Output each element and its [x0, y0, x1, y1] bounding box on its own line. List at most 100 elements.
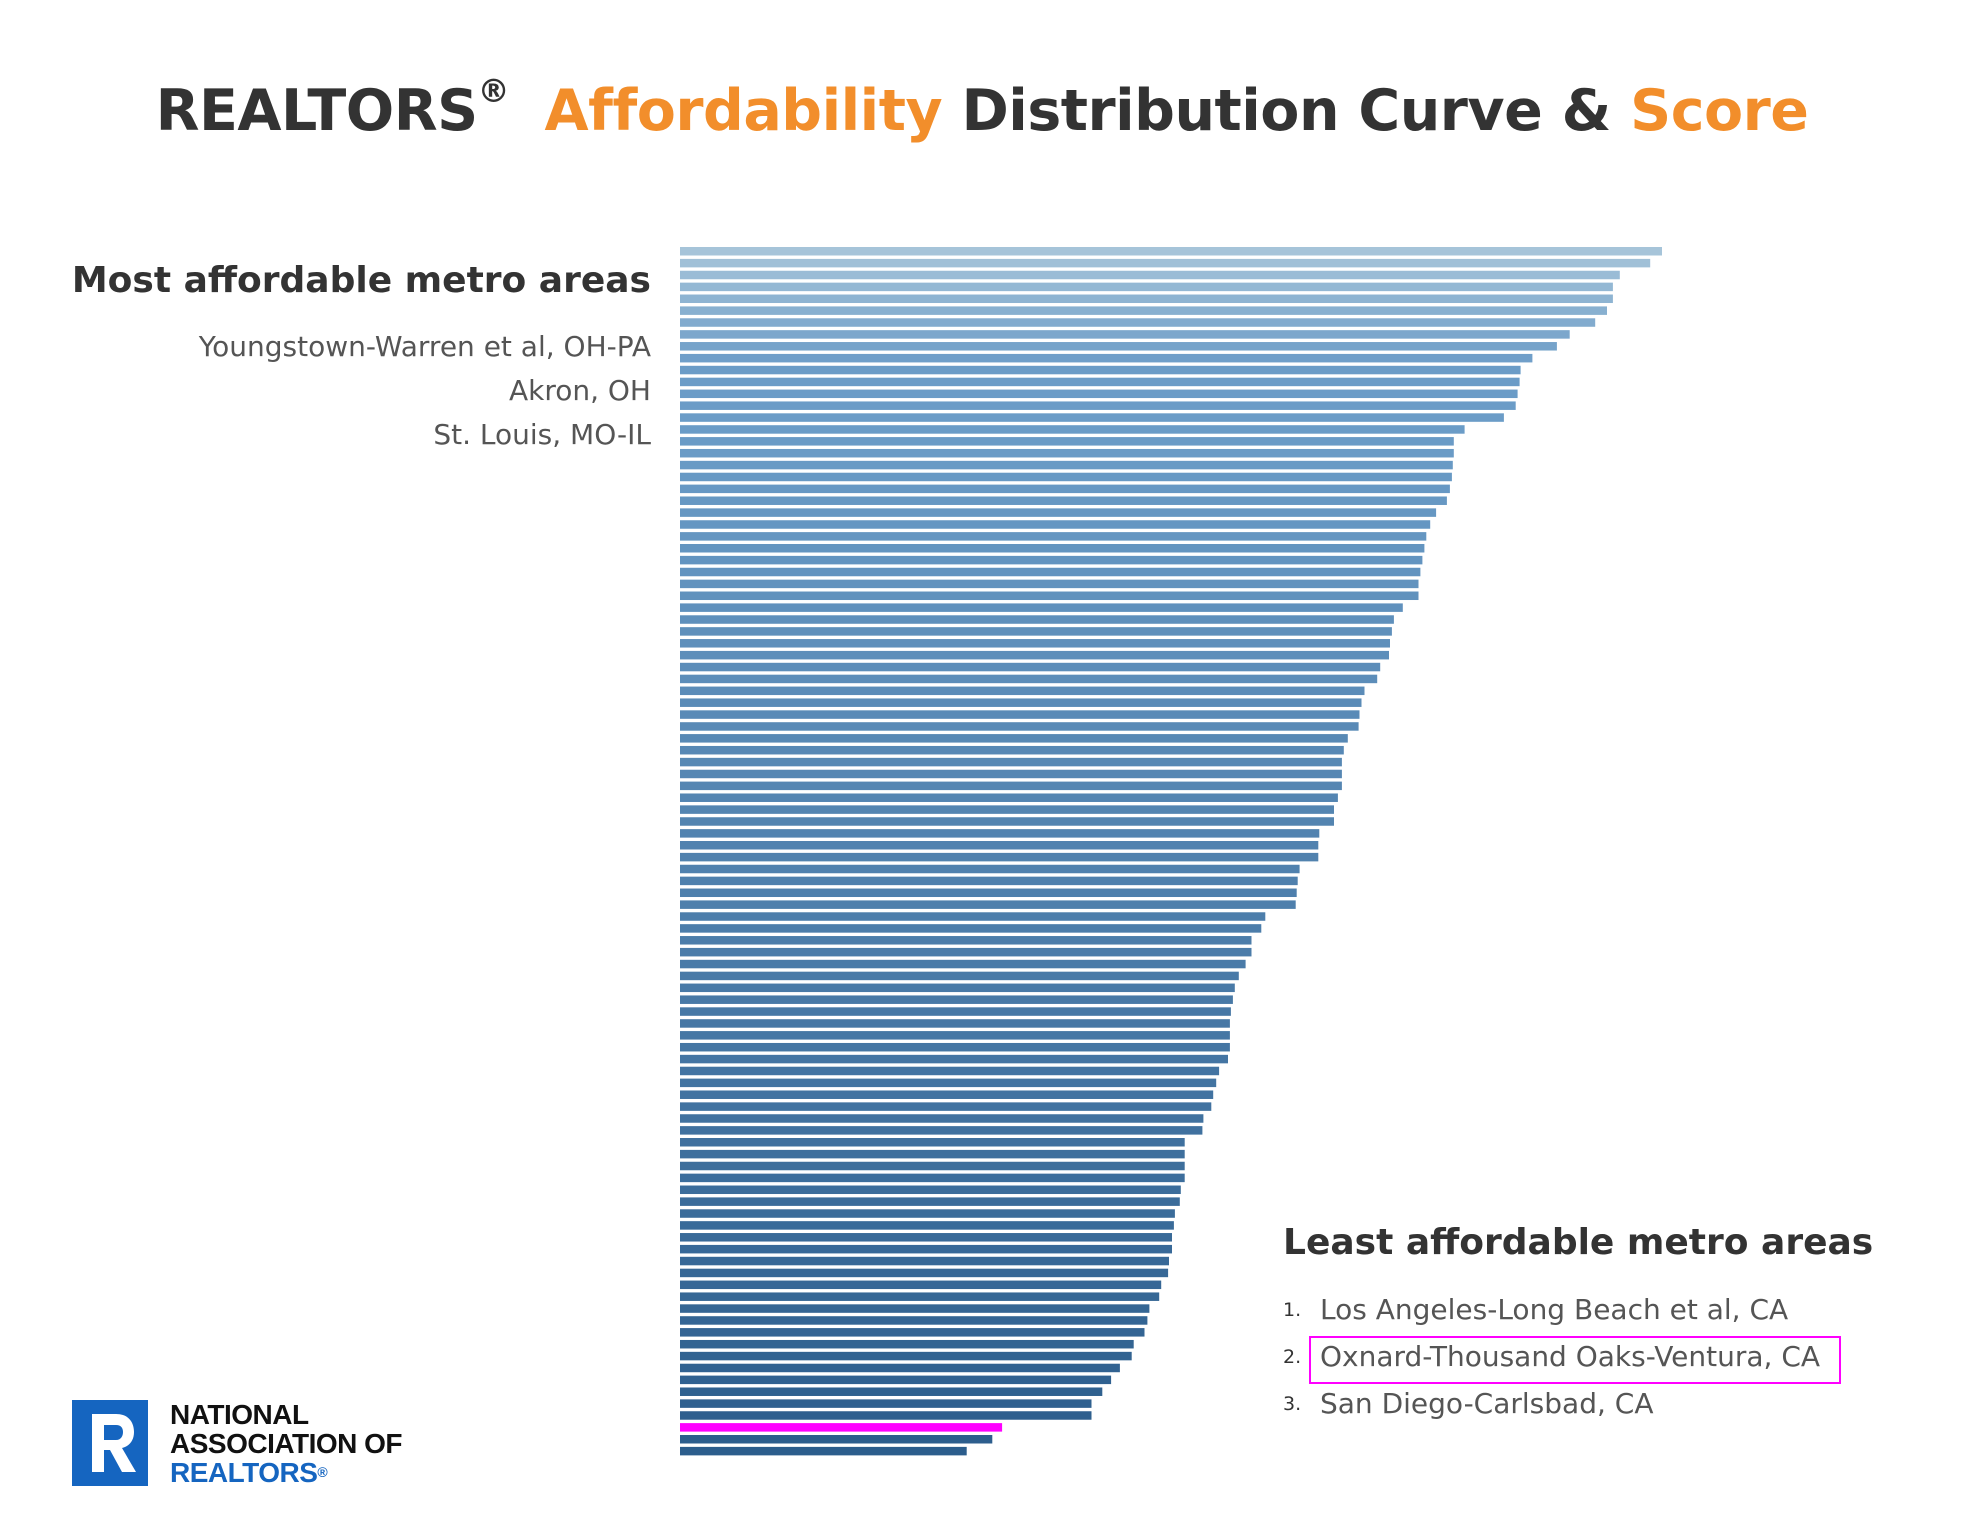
bar: [680, 817, 1334, 826]
most-affordable-item-1: Youngstown-Warren et al, OH-PA: [198, 330, 651, 363]
bar: [680, 1256, 1169, 1266]
bar: [680, 650, 1389, 660]
bar: [680, 1399, 1092, 1408]
bar: [680, 781, 1342, 791]
least-affordable-item-2: 2. Oxnard-Thousand Oaks-Ventura, CA: [1283, 1340, 1820, 1386]
bar: [680, 983, 1235, 993]
bar: [680, 757, 1342, 767]
bar: [680, 1446, 967, 1456]
bar: [680, 448, 1454, 458]
bar: [680, 603, 1403, 612]
bar: [680, 1328, 1145, 1337]
bar: [680, 318, 1596, 327]
bar: [680, 793, 1338, 802]
bar: [680, 829, 1320, 838]
bar: [680, 1221, 1174, 1230]
bar: [680, 1209, 1175, 1218]
bar: [680, 472, 1452, 482]
nar-logo: NATIONAL ASSOCIATION OF REALTORS®: [72, 1400, 432, 1490]
bar: [680, 484, 1450, 494]
bar: [680, 591, 1419, 601]
bar: [680, 1126, 1203, 1135]
bar: [680, 698, 1362, 707]
bar: [680, 1042, 1230, 1052]
bar: [680, 1185, 1181, 1195]
bar: [680, 639, 1390, 648]
title-part-score: Score: [1630, 78, 1809, 144]
bar: [680, 579, 1419, 589]
least-affordable-rank-3: 3.: [1283, 1392, 1302, 1415]
bar: [680, 544, 1425, 553]
bar: [680, 377, 1520, 387]
bar: [680, 971, 1239, 981]
bar: [680, 1054, 1228, 1064]
bar: [680, 306, 1607, 315]
bar: [680, 769, 1342, 779]
bar: [680, 1435, 993, 1444]
bar: [680, 1066, 1220, 1076]
bar: [680, 1007, 1231, 1016]
bar: [680, 1244, 1172, 1254]
bar: [680, 888, 1297, 898]
bar: [680, 1316, 1148, 1325]
bar: [680, 1173, 1185, 1183]
bar: [680, 401, 1516, 410]
bar: [680, 282, 1613, 292]
bar: [680, 876, 1298, 886]
bar: [680, 734, 1348, 743]
bar: [680, 342, 1557, 351]
bar: [680, 270, 1620, 280]
bar: [680, 1161, 1185, 1171]
bar: [680, 1090, 1214, 1099]
bar: [680, 722, 1359, 731]
bar: [680, 1411, 1092, 1420]
bar: [680, 924, 1262, 933]
bar: [680, 353, 1533, 363]
bar: [680, 247, 1662, 256]
least-affordable-rank-2: 2.: [1283, 1345, 1302, 1368]
title-registered-mark: ®: [477, 72, 510, 110]
bar: [680, 330, 1570, 339]
least-affordable-name-3: San Diego-Carlsbad, CA: [1320, 1387, 1654, 1420]
bar: [680, 852, 1319, 862]
most-affordable-heading: Most affordable metro areas: [71, 260, 651, 301]
bar: [680, 710, 1360, 719]
bar: [680, 520, 1431, 529]
bar: [680, 1280, 1162, 1290]
most-affordable-item-2: Akron, OH: [508, 374, 651, 407]
title-part-realtors: REALTORS: [155, 78, 479, 144]
bar-highlighted: [680, 1423, 1003, 1432]
bar: [680, 1102, 1212, 1111]
bar: [680, 947, 1252, 957]
bar: [680, 615, 1394, 624]
bar: [680, 745, 1344, 755]
logo-line-2: ASSOCIATION OF: [170, 1428, 403, 1459]
bar: [680, 674, 1378, 684]
bar: [680, 1375, 1112, 1385]
bar: [680, 1351, 1132, 1361]
bar: [680, 841, 1319, 850]
least-affordable-name-2: Oxnard-Thousand Oaks-Ventura, CA: [1320, 1340, 1821, 1373]
bar: [680, 258, 1651, 268]
bar: [680, 1339, 1134, 1349]
bar: [680, 437, 1454, 446]
least-affordable-rank-1: 1.: [1283, 1298, 1302, 1321]
bar: [680, 508, 1437, 517]
chart-title: REALTORS® Affordability Distribution Cur…: [0, 72, 1964, 144]
bar: [680, 627, 1392, 636]
least-affordable-name-1: Los Angeles-Long Beach et al, CA: [1320, 1293, 1789, 1326]
bar: [680, 389, 1518, 399]
title-part-affordability: Affordability: [544, 78, 943, 144]
least-affordable-heading: Least affordable metro areas: [1283, 1222, 1874, 1263]
bar: [680, 294, 1613, 304]
bar: [680, 936, 1252, 945]
bar: [680, 805, 1334, 814]
bar: [680, 1197, 1180, 1206]
bar: [680, 1292, 1160, 1301]
bar: [680, 1138, 1185, 1147]
bar: [680, 1019, 1230, 1028]
bar: [680, 912, 1266, 921]
bar: [680, 532, 1427, 541]
bar: [680, 1363, 1120, 1373]
